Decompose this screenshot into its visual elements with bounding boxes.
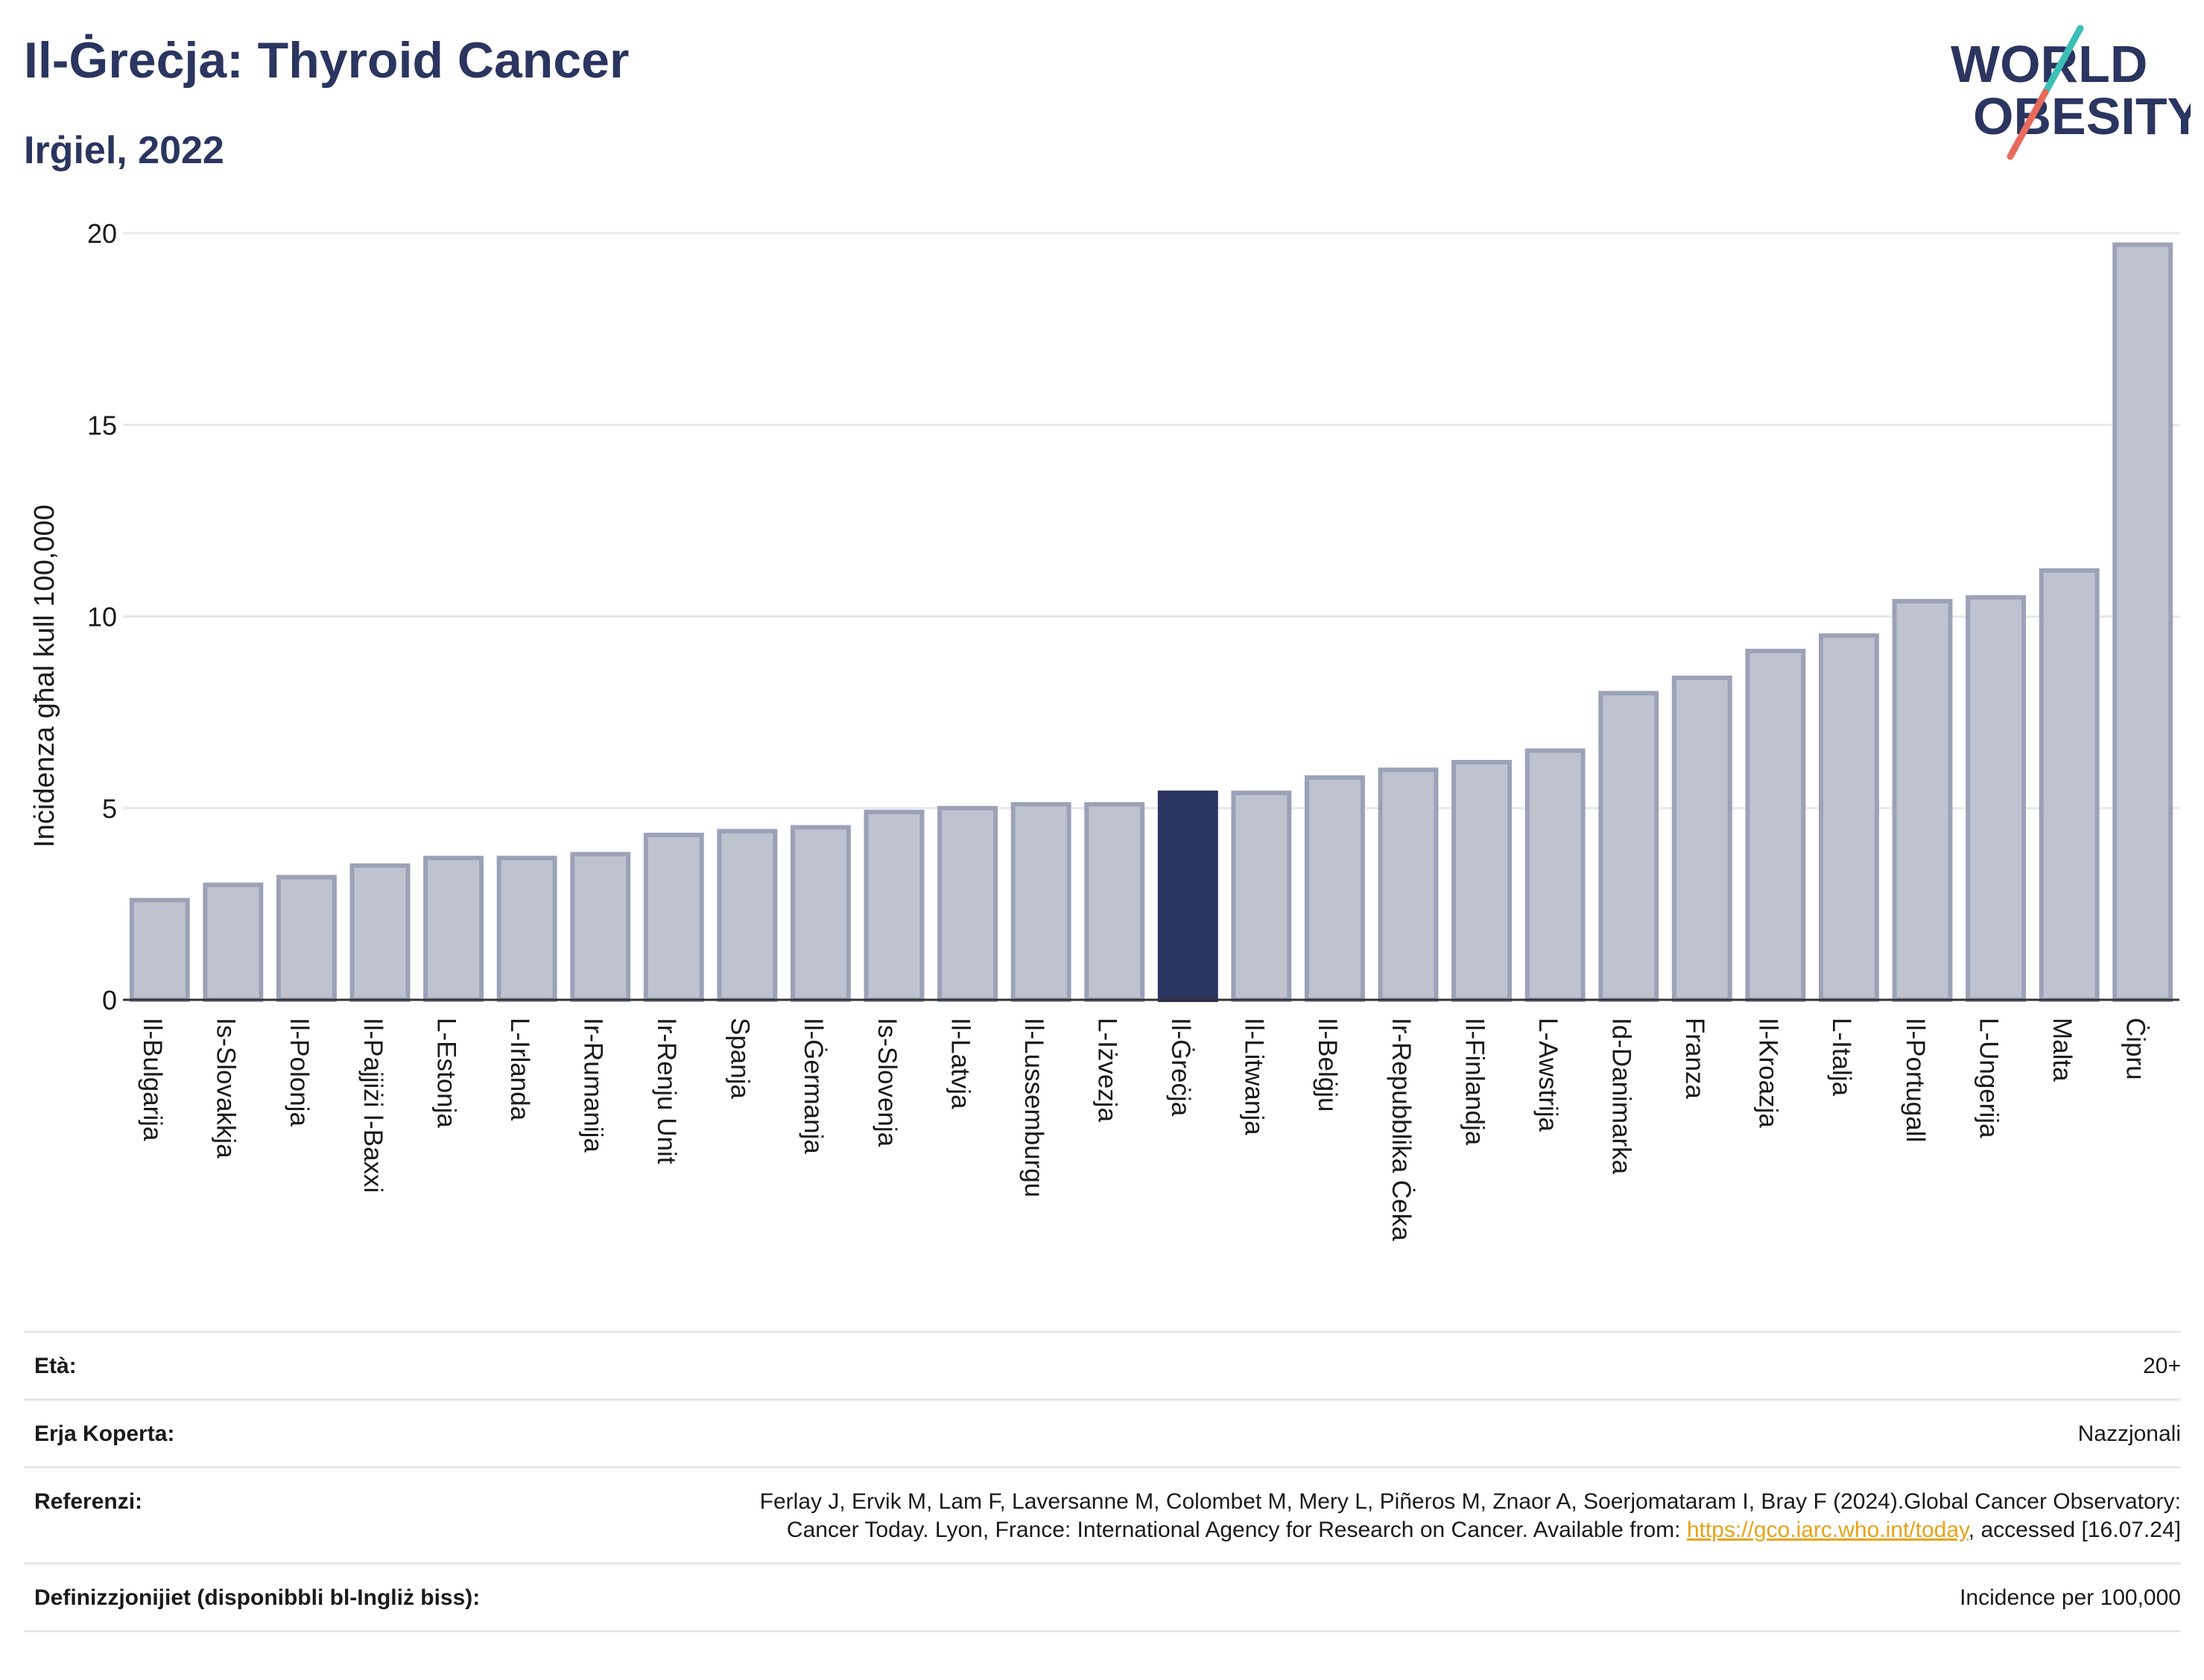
x-tick-label: L-Awstrija	[1533, 1018, 1562, 1132]
x-tick-label: L-Estonja	[431, 1018, 460, 1128]
world-obesity-logo: WORLD OBESITY	[1951, 25, 2191, 160]
bar-8	[643, 832, 704, 1003]
x-tick-label: Ir-Repubblika Ċeka	[1387, 1018, 1416, 1241]
info-row-definitions: Definizzjonijiet (disponibbli bl-Ingliż …	[24, 1562, 2181, 1632]
bar-26	[1966, 595, 2027, 1002]
y-tick-label: 5	[102, 793, 117, 824]
x-tick-label: Is-Slovakkja	[212, 1018, 241, 1158]
bar-5	[423, 855, 484, 1003]
bar-12	[937, 805, 998, 1002]
area-value: Nazzjonali	[2077, 1421, 2181, 1446]
page-title: Il-Ġreċja: Thyroid Cancer	[24, 32, 630, 89]
info-row-age: Età: 20+	[24, 1331, 2181, 1398]
bar-chart: 0 5 10 15 20 Il-Bulgarija Is-Slovakkja Il-Polo…	[29, 218, 2179, 1241]
x-tick-label: Is-Slovenja	[873, 1018, 902, 1147]
x-tick-label: L-Iżvezja	[1092, 1018, 1121, 1123]
x-tick-label: Il-Ġreċja	[1166, 1018, 1195, 1117]
area-label: Erja Koperta:	[34, 1421, 175, 1446]
bar-3	[276, 875, 337, 1002]
bar-9	[717, 828, 778, 1002]
x-tick-label: Id-Danimarka	[1606, 1018, 1635, 1175]
y-axis-label: Inċidenza għal kull 100,000	[29, 504, 60, 848]
bar-20	[1524, 748, 1586, 1002]
logo-slash-teal	[2042, 25, 2084, 96]
bar-16	[1231, 790, 1292, 1003]
x-tick-label: Il-Pajjiżi l-Baxxi	[358, 1018, 387, 1193]
x-axis-labels: Il-Bulgarija Is-Slovakkja Il-Polonja Il-Paj…	[138, 1018, 2150, 1241]
x-tick-label: Il-Polonja	[285, 1018, 314, 1126]
x-tick-label: Il-Kroazja	[1754, 1018, 1783, 1128]
bar-21	[1598, 691, 1659, 1003]
x-tick-label: L-Irlanda	[505, 1018, 534, 1121]
age-label: Età:	[34, 1354, 77, 1378]
x-tick-label: Ir-Renju Unit	[652, 1018, 681, 1164]
x-tick-label: Malta	[2048, 1018, 2077, 1082]
bars	[129, 242, 2173, 1003]
references-link[interactable]: https://gco.iarc.who.int/today	[1686, 1518, 1969, 1542]
y-tick-label: 0	[102, 985, 117, 1015]
bar-28	[2112, 242, 2173, 1002]
bar-24	[1818, 633, 1879, 1002]
x-tick-label: Il-Bulgarija	[138, 1018, 167, 1141]
x-tick-label: Il-Portugall	[1901, 1018, 1930, 1142]
bar-17	[1304, 775, 1365, 1002]
x-tick-label: Ir-Rumanija	[578, 1018, 607, 1153]
references-label: Referenzi:	[34, 1489, 143, 1514]
x-tick-label: Il-Belġju	[1313, 1018, 1342, 1112]
bar-13	[1010, 802, 1071, 1002]
info-table: Età: 20+ Erja Koperta: Nazzjonali Refere…	[24, 1331, 2181, 1632]
bar-19	[1451, 760, 1513, 1002]
bar-4	[349, 863, 411, 1003]
y-tick-label: 15	[87, 410, 117, 440]
x-tick-label: Spanja	[726, 1018, 755, 1100]
definitions-value: Incidence per 100,000	[1960, 1585, 2181, 1610]
y-axis-ticks: 0 5 10 15 20	[87, 218, 117, 1015]
bar-7	[570, 852, 631, 1002]
age-value: 20+	[2143, 1354, 2181, 1378]
x-tick-label: Il-Latvja	[946, 1018, 975, 1109]
bar-18	[1378, 767, 1439, 1003]
bar-1	[129, 898, 190, 1002]
x-tick-label: Il-Lussemburgu	[1019, 1018, 1048, 1197]
logo-word-obesity: OBESITY	[1973, 87, 2191, 145]
references-accessed: , accessed [16.07.24]	[1968, 1518, 2181, 1542]
bar-22	[1671, 675, 1732, 1002]
references-value: Ferlay J, Ervik M, Lam F, Laversanne M, …	[691, 1488, 2181, 1544]
x-tick-label: Ċipru	[2121, 1018, 2150, 1080]
bar-23	[1745, 648, 1806, 1002]
y-tick-label: 10	[87, 602, 117, 633]
references-text: Ferlay J, Ervik M, Lam F, Laversanne M, …	[759, 1489, 2181, 1542]
bar-6	[496, 855, 557, 1003]
x-tick-label: Il-Litwanja	[1240, 1018, 1269, 1135]
x-tick-label: Il-Ġermanja	[799, 1018, 828, 1154]
x-tick-label: L-Italja	[1827, 1018, 1856, 1097]
bar-15	[1157, 790, 1218, 1003]
x-tick-label: L-Ungerija	[1974, 1018, 2003, 1138]
definitions-label: Definizzjonijiet (disponibbli bl-Ingliż …	[34, 1585, 481, 1610]
bar-27	[2039, 568, 2100, 1002]
logo-slash-coral	[2007, 89, 2049, 160]
bar-2	[203, 882, 264, 1003]
x-tick-label: Il-Finlandja	[1460, 1018, 1489, 1146]
page-subtitle: Irġiel, 2022	[24, 129, 224, 172]
bar-25	[1892, 598, 1953, 1002]
x-tick-label: Franza	[1680, 1018, 1709, 1099]
info-row-area: Erja Koperta: Nazzjonali	[24, 1398, 2181, 1466]
bar-11	[864, 809, 925, 1003]
bar-14	[1084, 802, 1145, 1002]
bar-10	[790, 825, 851, 1002]
y-tick-label: 20	[87, 218, 117, 249]
info-row-references: Referenzi: Ferlay J, Ervik M, Lam F, Lav…	[24, 1466, 2181, 1562]
